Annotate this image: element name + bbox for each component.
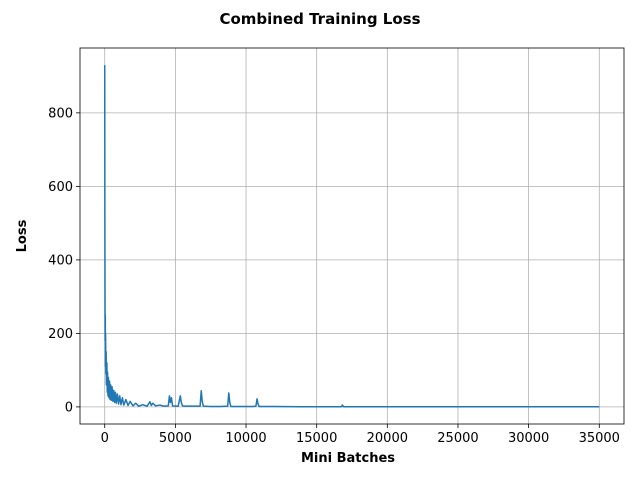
x-tick-label: 10000	[225, 431, 266, 446]
axis-ticks: 0 5000 10000 15000 20000 25000 30000 35000 0 200 4…	[48, 106, 620, 446]
chart-title: Combined Training Loss	[219, 10, 420, 28]
x-tick-label: 35000	[579, 431, 620, 446]
plot-area	[103, 65, 600, 408]
y-axis-label: Loss	[15, 219, 30, 252]
plot-frame	[79, 47, 625, 425]
x-tick-label: 30000	[508, 431, 549, 446]
y-tick-label: 600	[48, 180, 73, 195]
y-tick-label: 0	[65, 400, 73, 415]
y-tick-label: 400	[48, 253, 73, 268]
x-tick-label: 25000	[437, 431, 478, 446]
y-tick-label: 800	[48, 106, 73, 121]
y-tick-label: 200	[48, 327, 73, 342]
x-tick-label: 20000	[367, 431, 408, 446]
series-line-loss	[103, 65, 600, 408]
x-tick-label: 5000	[159, 431, 192, 446]
x-tick-label: 0	[101, 431, 109, 446]
x-tick-label: 15000	[296, 431, 337, 446]
x-axis-label: Mini Batches	[301, 451, 395, 466]
grid-lines	[80, 48, 624, 424]
